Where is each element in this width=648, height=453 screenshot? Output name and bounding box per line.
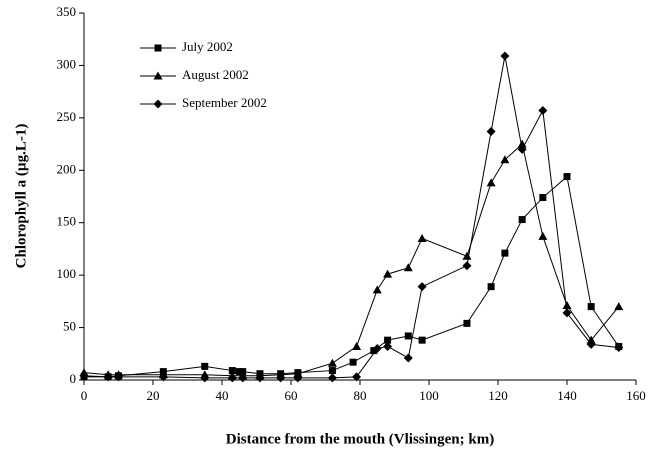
- marker: [404, 332, 412, 340]
- marker: [562, 301, 572, 310]
- marker: [79, 371, 89, 381]
- marker: [486, 126, 496, 136]
- marker: [372, 285, 382, 294]
- x-tick-label: 120: [488, 388, 508, 403]
- marker: [103, 372, 113, 382]
- marker: [538, 106, 548, 116]
- marker: [370, 347, 378, 355]
- marker: [418, 336, 426, 344]
- marker: [372, 344, 382, 354]
- marker: [200, 373, 210, 383]
- series-line: [84, 175, 620, 378]
- x-tick-label: 160: [626, 388, 646, 403]
- marker: [486, 178, 496, 187]
- marker: [114, 372, 123, 382]
- marker: [255, 373, 265, 383]
- marker: [463, 319, 471, 327]
- x-tick-label: 40: [216, 388, 229, 403]
- marker: [563, 173, 571, 181]
- legend-label: September 2002: [182, 95, 267, 110]
- y-axis-label: Chlorophyll a (µg.L-1): [13, 124, 29, 269]
- marker: [500, 51, 510, 61]
- marker: [417, 233, 427, 242]
- y-tick-label: 100: [57, 266, 77, 281]
- marker: [586, 339, 596, 349]
- marker: [228, 367, 236, 375]
- marker: [417, 282, 427, 292]
- marker: [327, 358, 337, 367]
- marker: [501, 249, 509, 257]
- y-tick-label: 300: [57, 56, 77, 71]
- y-tick-label: 150: [57, 214, 77, 229]
- marker: [403, 263, 413, 272]
- x-axis-label: Distance from the mouth (Vlissingen; km): [226, 431, 494, 447]
- x-tick-label: 20: [147, 388, 160, 403]
- marker: [539, 194, 547, 202]
- marker: [158, 372, 168, 382]
- marker: [327, 373, 337, 383]
- marker: [500, 155, 510, 164]
- marker: [352, 341, 362, 350]
- x-tick-label: 0: [81, 388, 88, 403]
- x-tick-label: 80: [354, 388, 367, 403]
- marker: [562, 308, 572, 318]
- series-line: [83, 143, 620, 377]
- marker: [614, 302, 624, 311]
- marker: [462, 251, 472, 260]
- marker: [201, 362, 209, 370]
- marker: [238, 373, 248, 383]
- legend-label: July 2002: [182, 39, 233, 54]
- marker: [518, 216, 526, 224]
- marker: [352, 372, 362, 382]
- y-tick-label: 0: [70, 371, 77, 386]
- marker: [153, 71, 163, 80]
- series-line: [83, 55, 619, 379]
- y-tick-label: 350: [57, 4, 77, 19]
- marker: [349, 358, 357, 366]
- marker: [154, 44, 162, 52]
- x-tick-label: 100: [419, 388, 439, 403]
- y-tick-label: 50: [63, 319, 76, 334]
- marker: [153, 99, 163, 109]
- x-tick-label: 60: [285, 388, 298, 403]
- marker: [614, 342, 624, 352]
- marker: [293, 369, 303, 378]
- marker: [487, 283, 495, 291]
- marker: [384, 336, 392, 344]
- y-tick-label: 250: [57, 109, 77, 124]
- marker: [293, 373, 303, 383]
- marker: [517, 144, 527, 154]
- marker: [538, 231, 548, 240]
- marker: [403, 353, 413, 363]
- legend-label: August 2002: [182, 67, 249, 82]
- y-tick-label: 200: [57, 161, 77, 176]
- marker: [227, 373, 237, 383]
- x-tick-label: 140: [557, 388, 577, 403]
- marker: [587, 303, 595, 311]
- marker: [276, 373, 286, 383]
- marker: [383, 269, 393, 278]
- marker: [328, 367, 336, 375]
- marker: [462, 261, 472, 271]
- marker: [383, 341, 393, 351]
